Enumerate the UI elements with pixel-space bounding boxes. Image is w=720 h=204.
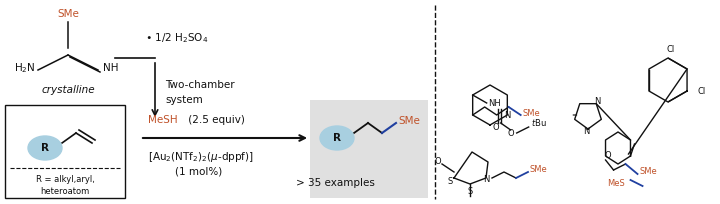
Ellipse shape	[28, 136, 62, 160]
Text: NH: NH	[488, 99, 501, 108]
Ellipse shape	[320, 126, 354, 150]
FancyBboxPatch shape	[5, 105, 125, 198]
Text: MeSH: MeSH	[148, 115, 178, 125]
Text: SMe: SMe	[57, 9, 79, 19]
Text: R: R	[41, 143, 49, 153]
Text: system: system	[165, 95, 203, 105]
Text: O: O	[508, 129, 514, 137]
Text: Two-chamber: Two-chamber	[165, 80, 235, 90]
Text: SMe: SMe	[523, 109, 541, 118]
Text: (1 mol%): (1 mol%)	[175, 167, 222, 177]
Text: > 35 examples: > 35 examples	[296, 178, 374, 188]
Text: N: N	[582, 126, 589, 135]
Text: S: S	[447, 177, 453, 186]
FancyBboxPatch shape	[310, 100, 428, 198]
Text: Cl: Cl	[698, 88, 706, 96]
Text: O: O	[604, 152, 611, 161]
Text: SMe: SMe	[530, 165, 548, 174]
Text: N: N	[504, 112, 510, 121]
Text: N: N	[483, 175, 489, 184]
Text: R = alkyl,aryl,: R = alkyl,aryl,	[35, 175, 94, 184]
Text: S: S	[467, 187, 472, 196]
Text: heteroatom: heteroatom	[40, 187, 89, 196]
Text: MeS: MeS	[607, 180, 624, 188]
Text: O: O	[435, 157, 441, 166]
Text: $\bullet$ 1/2 H$_2$SO$_4$: $\bullet$ 1/2 H$_2$SO$_4$	[145, 31, 208, 45]
Text: O: O	[492, 122, 499, 132]
Text: (2.5 equiv): (2.5 equiv)	[185, 115, 245, 125]
Text: crystalline: crystalline	[41, 85, 95, 95]
Text: $t$Bu: $t$Bu	[531, 118, 546, 129]
Text: =: =	[572, 112, 577, 118]
Text: [Au$_2$(NTf$_2$)$_2$($\mu$-dppf)]: [Au$_2$(NTf$_2$)$_2$($\mu$-dppf)]	[148, 150, 253, 164]
Text: Cl: Cl	[667, 45, 675, 54]
Text: NH: NH	[103, 63, 119, 73]
Text: R: R	[333, 133, 341, 143]
Text: N: N	[594, 97, 600, 106]
Text: SMe: SMe	[398, 116, 420, 126]
Text: H$_2$N: H$_2$N	[14, 61, 36, 75]
Text: SMe: SMe	[639, 167, 657, 176]
